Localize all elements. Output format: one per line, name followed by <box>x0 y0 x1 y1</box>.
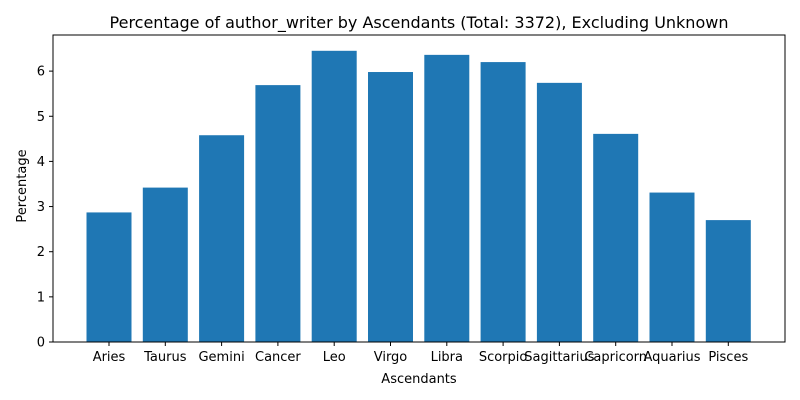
x-tick-label: Libra <box>431 350 463 365</box>
x-tick-label: Cancer <box>255 350 301 365</box>
bar-cancer <box>255 85 301 343</box>
bar-taurus <box>142 187 188 342</box>
plot-frame <box>52 34 786 343</box>
y-tick-label: 5 <box>37 110 45 125</box>
y-tick-label: 1 <box>37 290 45 305</box>
x-tick-label: Scorpio <box>479 350 528 365</box>
y-tick-label: 4 <box>37 155 45 170</box>
bar-aries <box>86 212 132 342</box>
chart-title: Percentage of author_writer by Ascendant… <box>110 13 729 33</box>
bar-pisces <box>705 220 751 342</box>
bar-sagittarius <box>536 82 582 342</box>
x-axis: Aries Taurus Gemini Cancer Leo Virgo Libra Scor… <box>93 342 748 365</box>
bar-leo <box>311 50 357 342</box>
bar-libra <box>424 54 470 342</box>
x-tick-label: Gemini <box>198 350 244 365</box>
y-axis-label: Percentage <box>15 149 30 222</box>
y-tick-label: 3 <box>37 200 45 215</box>
x-tick-label: Aries <box>93 350 126 365</box>
x-axis-label: Ascendants <box>381 372 457 387</box>
y-axis: 0 1 2 3 4 5 6 <box>37 65 53 351</box>
x-tick-label: Sagittarius <box>524 350 594 365</box>
y-tick-label: 0 <box>37 336 45 351</box>
x-tick-label: Leo <box>323 350 346 365</box>
x-tick-label: Aquarius <box>643 350 700 365</box>
y-tick-label: 6 <box>37 65 45 80</box>
bar-aquarius <box>649 192 695 342</box>
x-tick-label: Capricorn <box>584 350 647 365</box>
bars-group <box>86 50 751 343</box>
bar-virgo <box>368 72 413 342</box>
x-tick-label: Virgo <box>374 350 408 365</box>
y-tick-label: 2 <box>37 245 45 260</box>
bar-scorpio <box>480 62 526 343</box>
x-tick-label: Pisces <box>708 350 748 365</box>
bar-gemini <box>199 135 245 342</box>
bar-capricorn <box>593 133 639 342</box>
x-tick-label: Taurus <box>143 350 187 365</box>
